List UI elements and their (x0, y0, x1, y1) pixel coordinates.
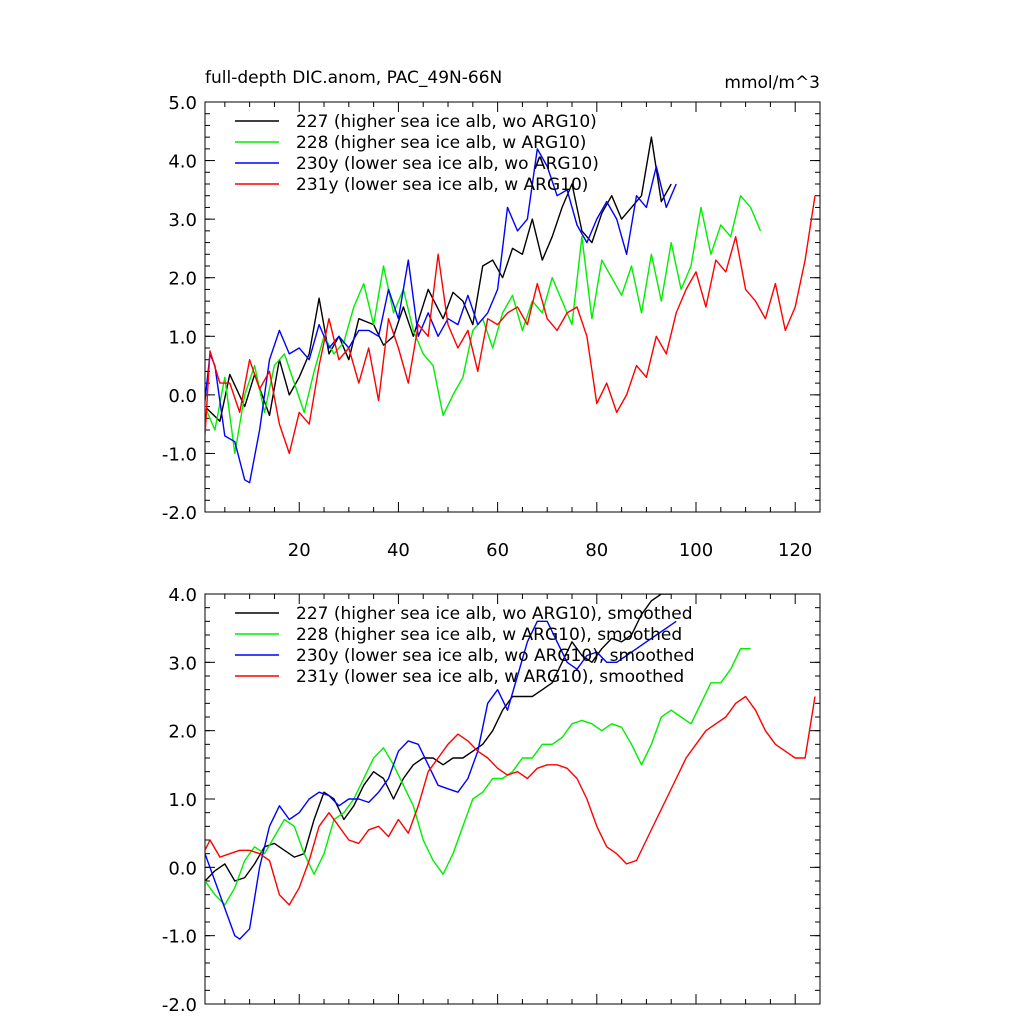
y-tick-label: 4.0 (168, 585, 197, 606)
y-tick-label: 0.0 (168, 858, 197, 879)
plot-frame (204, 101, 821, 513)
y-tick-label: 2.0 (168, 269, 197, 290)
series-line-228 (205, 194, 762, 455)
legend-label: 227 (higher sea ice alb, wo ARG10), smoo… (296, 604, 693, 624)
tick-group (205, 593, 821, 1005)
series-line-231y (205, 195, 816, 455)
y-tick-label: -1.0 (162, 444, 197, 465)
y-tick-label: -1.0 (162, 927, 197, 948)
y-tick-label: 2.0 (168, 722, 197, 743)
y-tick-label: 0.0 (168, 386, 197, 407)
chart-title: full-depth DIC.anom, PAC_49N-66N (205, 68, 502, 88)
x-tick-labels: 20 40 60 80 100 120 (288, 540, 813, 561)
legend-label: 231y (lower sea ice alb, w ARG10), smoot… (296, 667, 684, 687)
bottom-panel: -2.0 -1.0 0.0 1.0 2.0 3.0 4.0 227 (higher sea … (162, 585, 821, 1016)
series-line-227 (205, 594, 672, 882)
series-line-227 (205, 136, 672, 422)
y-tick-label: -2.0 (162, 995, 197, 1016)
series-line-230y (205, 148, 677, 484)
x-tick-label: 100 (679, 540, 713, 561)
x-tick-label: 120 (778, 540, 812, 561)
legend-label: 230y (lower sea ice alb, wo ARG10), smoo… (296, 646, 695, 666)
y-tick-label: 3.0 (168, 653, 197, 674)
series-lines (205, 594, 816, 940)
legend-label: 230y (lower sea ice alb, wo ARG10) (296, 154, 599, 174)
tick-group (205, 101, 821, 513)
series-line-231y (205, 695, 816, 906)
y-tick-label: 1.0 (168, 327, 197, 348)
legend-label: 228 (higher sea ice alb, w ARG10) (296, 133, 586, 153)
y-tick-label: 3.0 (168, 210, 197, 231)
x-tick-label: 80 (585, 540, 608, 561)
series-line-230y (205, 620, 677, 940)
x-tick-label: 20 (288, 540, 311, 561)
series-lines (205, 136, 816, 484)
series-line-228 (205, 648, 751, 906)
x-tick-label: 60 (486, 540, 509, 561)
legend: 227 (higher sea ice alb, wo ARG10)228 (h… (235, 112, 599, 195)
y-tick-labels: -2.0 -1.0 0.0 1.0 2.0 3.0 4.0 (162, 585, 197, 1016)
y-tick-label: -2.0 (162, 503, 197, 524)
y-tick-label: 1.0 (168, 790, 197, 811)
legend-label: 231y (lower sea ice alb, w ARG10) (296, 175, 588, 195)
x-tick-label: 40 (387, 540, 410, 561)
legend-label: 228 (higher sea ice alb, w ARG10), smoot… (296, 625, 682, 645)
y-tick-label: 4.0 (168, 152, 197, 173)
units-label: mmol/m^3 (724, 73, 820, 93)
y-tick-labels: -2.0 -1.0 0.0 1.0 2.0 3.0 4.0 5.0 (162, 93, 197, 524)
top-panel: full-depth DIC.anom, PAC_49N-66N mmol/m^… (162, 68, 821, 561)
legend: 227 (higher sea ice alb, wo ARG10), smoo… (235, 604, 695, 687)
y-tick-label: 5.0 (168, 93, 197, 114)
legend-label: 227 (higher sea ice alb, wo ARG10) (296, 112, 597, 132)
